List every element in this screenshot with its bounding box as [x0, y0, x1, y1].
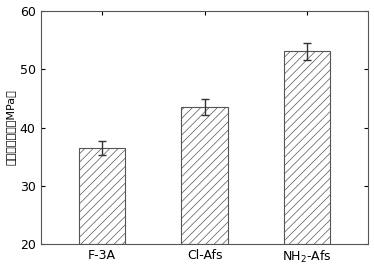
Bar — [79, 148, 125, 244]
Y-axis label: 界面剪切强度（MPa）: 界面剪切强度（MPa） — [6, 90, 16, 165]
Bar — [181, 107, 227, 244]
Bar — [284, 51, 330, 244]
